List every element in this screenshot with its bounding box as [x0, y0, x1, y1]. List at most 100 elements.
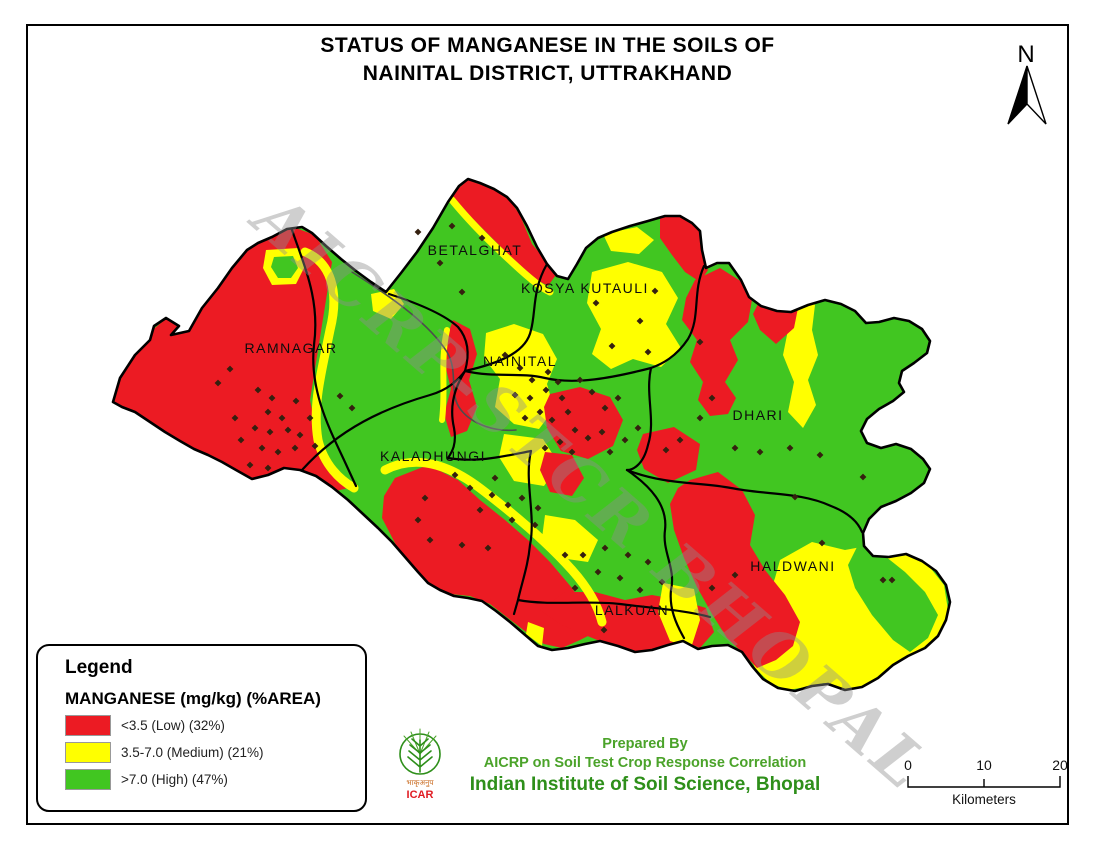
sample-point: [644, 348, 652, 356]
legend-item: >7.0 (High) (47%): [65, 769, 365, 790]
sample-point: [336, 392, 344, 400]
org-line: AICRP on Soil Test Crop Response Correla…: [483, 755, 807, 771]
sample-point: [536, 408, 544, 416]
sample-point: [254, 386, 262, 394]
sample-point: [571, 584, 579, 592]
legend-items: <3.5 (Low) (32%) 3.5-7.0 (Medium) (21%) >7…: [65, 715, 365, 790]
sample-point: [708, 394, 716, 402]
sample-point: [508, 516, 516, 524]
sample-point: [501, 351, 509, 359]
logo-hindi-text: भाकृअनुप: [406, 778, 434, 788]
legend-swatch: [65, 769, 111, 790]
map-title: STATUS OF MANGANESE IN THE SOILS OF NAIN…: [26, 32, 1069, 89]
sample-point: [414, 228, 422, 236]
credit-text: Prepared By AICRP on Soil Test Crop Resp…: [449, 728, 841, 797]
sample-point: [568, 448, 576, 456]
sample-point: [214, 379, 222, 387]
prepared-by-line: Prepared By: [602, 736, 688, 752]
sample-point: [816, 451, 824, 459]
scale-bar-line: [907, 776, 1061, 788]
sample-point: [558, 394, 566, 402]
region-label-betalghat: BETALGHAT: [428, 242, 523, 258]
sample-point: [541, 444, 549, 452]
sample-point: [268, 394, 276, 402]
sample-point: [731, 571, 739, 579]
sample-point: [348, 404, 356, 412]
legend-subtitle: MANGANESE (mg/kg) (%AREA): [65, 689, 321, 708]
north-arrow: N: [1007, 41, 1047, 125]
sample-point: [579, 551, 587, 559]
sample-point: [614, 394, 622, 402]
sample-point: [476, 506, 484, 514]
sample-point: [534, 504, 542, 512]
sample-point: [859, 473, 867, 481]
legend-item: <3.5 (Low) (32%): [65, 715, 365, 736]
region-label-lalkuan: LALKUAN: [595, 602, 669, 618]
region-label-kaladhungi: KALADHUNGI: [380, 448, 486, 464]
sample-point: [708, 584, 716, 592]
sample-point: [634, 424, 642, 432]
legend-title: Legend: [65, 657, 133, 678]
sample-point: [624, 551, 632, 559]
sample-point: [556, 438, 564, 446]
sample-point: [531, 521, 539, 529]
scale-tick-10: 10: [976, 757, 992, 773]
sample-point: [274, 448, 282, 456]
sample-point: [818, 539, 826, 547]
legend-swatch: [65, 715, 111, 736]
sample-point: [554, 378, 562, 386]
institute-line: Indian Institute of Soil Science, Bhopal: [469, 774, 821, 795]
sample-point: [226, 365, 234, 373]
sample-point: [548, 416, 556, 424]
sample-point: [731, 444, 739, 452]
north-arrow-right: [1026, 65, 1047, 125]
sample-point: [662, 446, 670, 454]
tehsil-boundaries: [290, 228, 864, 640]
sample-point: [251, 424, 259, 432]
sample-point: [264, 408, 272, 416]
sample-point: [606, 448, 614, 456]
sample-point: [676, 436, 684, 444]
sample-point: [561, 551, 569, 559]
icar-logo: भाकृअनुप ICAR: [399, 728, 441, 801]
page-frame: [26, 24, 1069, 825]
region-label-nainital: NAINITAL: [483, 353, 557, 369]
sample-point: [484, 544, 492, 552]
scale-bar: 0 10 20 Kilometers: [904, 757, 1068, 807]
river-line: [351, 271, 517, 432]
sample-point: [231, 414, 239, 422]
sample-point: [421, 494, 429, 502]
sample-point: [879, 576, 887, 584]
sample-point: [888, 576, 896, 584]
legend-item-label: 3.5-7.0 (Medium) (21%): [121, 745, 264, 760]
sample-point: [266, 428, 274, 436]
title-line-1: STATUS OF MANGANESE IN THE SOILS OF: [320, 34, 775, 57]
sample-point: [564, 408, 572, 416]
sample-point: [598, 428, 606, 436]
sample-point: [311, 442, 319, 450]
sample-point: [466, 484, 474, 492]
sample-point: [594, 568, 602, 576]
sample-point: [436, 259, 444, 267]
legend-swatch: [65, 742, 111, 763]
sample-point: [601, 404, 609, 412]
region-label-ramnagar: RAMNAGAR: [245, 340, 338, 356]
sample-point: [658, 578, 666, 586]
sample-point: [511, 391, 519, 399]
sample-point: [621, 436, 629, 444]
scale-unit-label: Kilometers: [952, 792, 1016, 807]
sample-point: [651, 287, 659, 295]
sample-point: [426, 536, 434, 544]
sample-point: [278, 414, 286, 422]
scale-tick-20: 20: [1052, 757, 1068, 773]
sample-point: [588, 388, 596, 396]
sample-point: [246, 461, 254, 469]
sample-point: [264, 464, 272, 472]
sample-point: [296, 431, 304, 439]
legend-item: 3.5-7.0 (Medium) (21%): [65, 742, 365, 763]
sample-point: [306, 414, 314, 422]
sample-point: [458, 288, 466, 296]
sample-point: [636, 586, 644, 594]
sample-point: [528, 376, 536, 384]
